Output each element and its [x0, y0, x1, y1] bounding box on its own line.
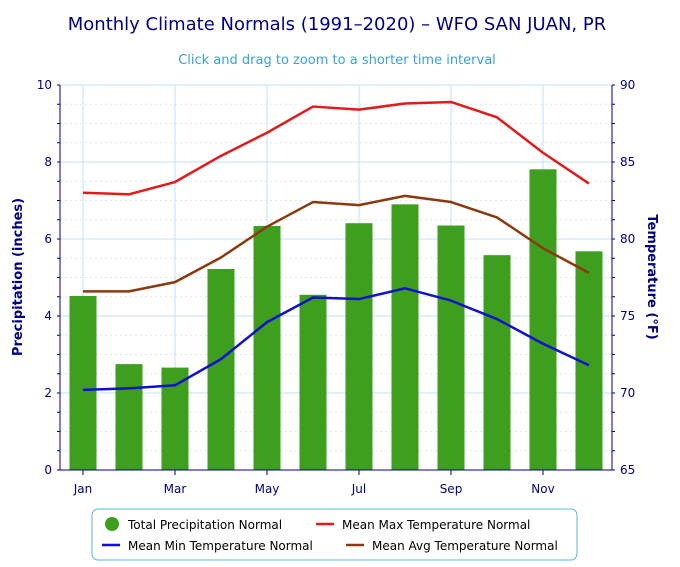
- precip-bar-jan[interactable]: [69, 295, 97, 470]
- right-tick-label: 75: [620, 309, 635, 323]
- x-tick-label: Sep: [440, 482, 463, 496]
- left-tick-label: 0: [44, 463, 52, 477]
- x-tick-label: Jul: [351, 482, 366, 496]
- left-axis-ticks: 0 2 4 6 8 10: [37, 78, 52, 477]
- precip-bar-jun[interactable]: [299, 294, 327, 470]
- precip-bar-may[interactable]: [253, 225, 281, 470]
- legend-label-avg: Mean Avg Temperature Normal: [372, 539, 558, 553]
- left-tick-label: 2: [44, 386, 52, 400]
- legend-label-min: Mean Min Temperature Normal: [128, 539, 313, 553]
- chart-title: Monthly Climate Normals (1991–2020) – WF…: [68, 14, 606, 35]
- avg-temp-line[interactable]: [83, 194, 590, 293]
- x-axis-ticks: Jan Mar May Jul Sep Nov: [73, 470, 555, 496]
- axes: [57, 84, 615, 471]
- x-tick-label: May: [255, 482, 280, 496]
- legend-box: [91, 508, 578, 561]
- x-tick-label: Jan: [73, 482, 93, 496]
- minor-gridlines: [60, 103, 612, 452]
- min-temp-line[interactable]: [82, 287, 590, 392]
- left-axis-title: Precipitation (inches): [11, 198, 26, 356]
- precipitation-bars: [69, 169, 603, 470]
- precip-bar-sep[interactable]: [437, 225, 465, 470]
- max-temp-line[interactable]: [82, 100, 590, 196]
- left-tick-label: 10: [37, 78, 52, 92]
- left-tick-label: 6: [44, 232, 52, 246]
- right-tick-label: 85: [620, 155, 635, 169]
- precip-bar-oct[interactable]: [483, 255, 511, 470]
- legend: Total Precipitation Normal Mean Max Temp…: [91, 508, 578, 561]
- legend-marker-precip: [105, 517, 119, 531]
- x-tick-label: Nov: [531, 482, 554, 496]
- right-tick-label: 65: [620, 463, 635, 477]
- right-axis-title: Temperature (°F): [644, 214, 659, 339]
- left-tick-label: 4: [44, 309, 52, 323]
- right-axis-ticks: 65 70 75 80 85 90: [620, 78, 635, 477]
- right-tick-label: 80: [620, 232, 635, 246]
- precip-bar-feb[interactable]: [115, 364, 143, 470]
- temperature-lines: [82, 100, 590, 392]
- precip-bar-mar[interactable]: [161, 367, 189, 470]
- chart-subtitle: Click and drag to zoom to a shorter time…: [178, 53, 496, 68]
- right-tick-label: 70: [620, 386, 635, 400]
- right-tick-label: 90: [620, 78, 635, 92]
- legend-label-max: Mean Max Temperature Normal: [342, 518, 530, 532]
- left-tick-label: 8: [44, 155, 52, 169]
- precip-bar-nov[interactable]: [529, 169, 557, 470]
- x-tick-label: Mar: [164, 482, 187, 496]
- precip-bar-apr[interactable]: [207, 269, 235, 470]
- precip-bar-aug[interactable]: [391, 204, 419, 470]
- precip-bar-jul[interactable]: [345, 223, 373, 470]
- legend-label-precip: Total Precipitation Normal: [127, 518, 282, 532]
